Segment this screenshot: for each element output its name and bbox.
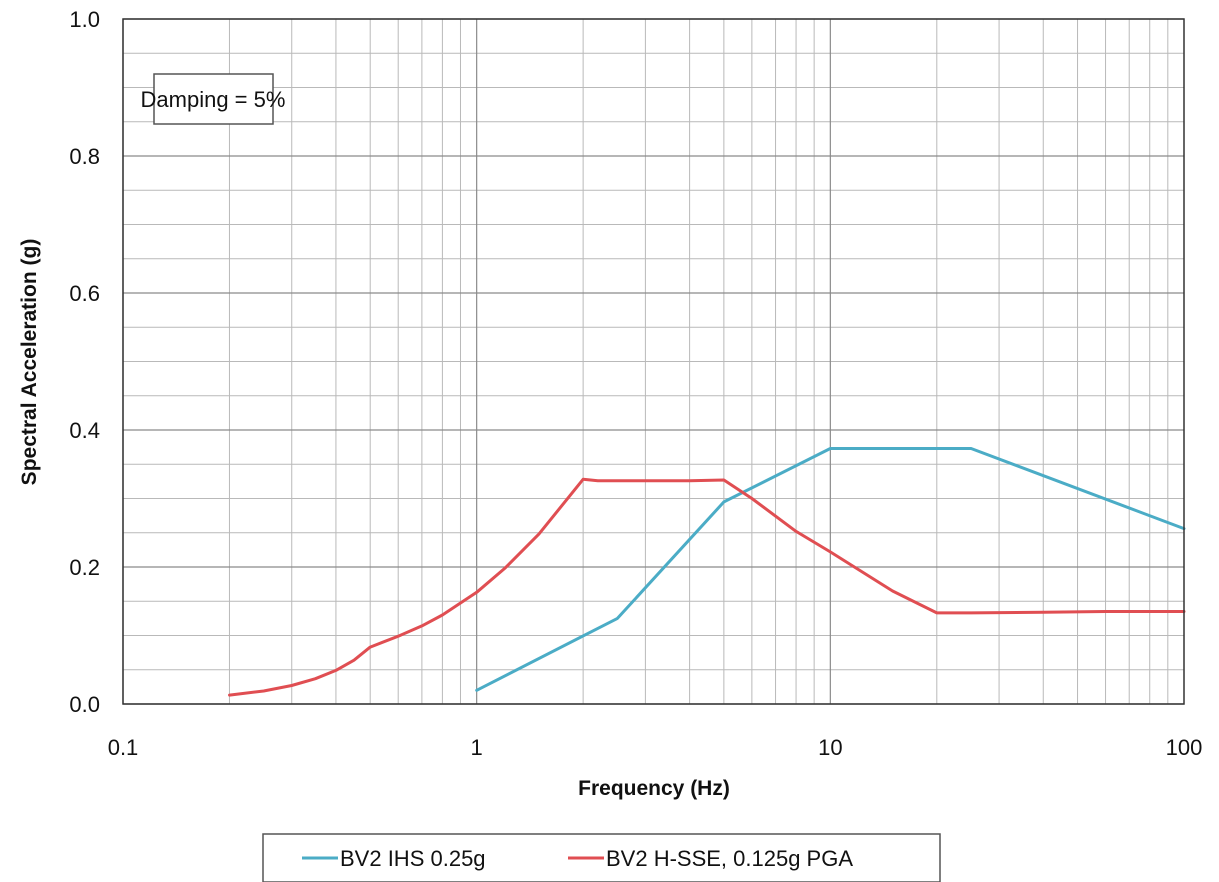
- legend-label-hsse: BV2 H-SSE, 0.125g PGA: [606, 846, 853, 871]
- plot-frame: [122, 18, 1185, 705]
- y-axis-title: Spectral Acceleration (g): [18, 239, 41, 486]
- y-tick-label: 0.6: [69, 281, 100, 306]
- data-lines: [228, 447, 1186, 697]
- x-tick-label: 0.1: [108, 735, 139, 760]
- annotation-text: Damping = 5%: [141, 87, 286, 112]
- x-tick-labels: 0.1 1 10 100: [108, 735, 1203, 760]
- x-tick-label: 100: [1166, 735, 1203, 760]
- x-tick-label: 1: [471, 735, 483, 760]
- series-line-1: [228, 477, 1186, 697]
- minor-gridlines: [123, 19, 1184, 704]
- legend-label-ihs: BV2 IHS 0.25g: [340, 846, 486, 871]
- annotation-box: [153, 73, 274, 125]
- y-tick-label: 1.0: [69, 7, 100, 32]
- y-tick-label: 0.0: [69, 692, 100, 717]
- x-tick-label: 10: [818, 735, 842, 760]
- damping-annotation: Damping = 5%: [141, 73, 286, 125]
- y-tick-labels: 0.0 0.2 0.4 0.6 0.8 1.0: [69, 7, 100, 717]
- y-tick-label: 0.2: [69, 555, 100, 580]
- legend: BV2 IHS 0.25g BV2 H-SSE, 0.125g PGA: [262, 833, 941, 882]
- x-axis-title: Frequency (Hz): [578, 777, 730, 800]
- y-tick-label: 0.4: [69, 418, 100, 443]
- series-line-0: [475, 447, 1186, 692]
- y-tick-label: 0.8: [69, 144, 100, 169]
